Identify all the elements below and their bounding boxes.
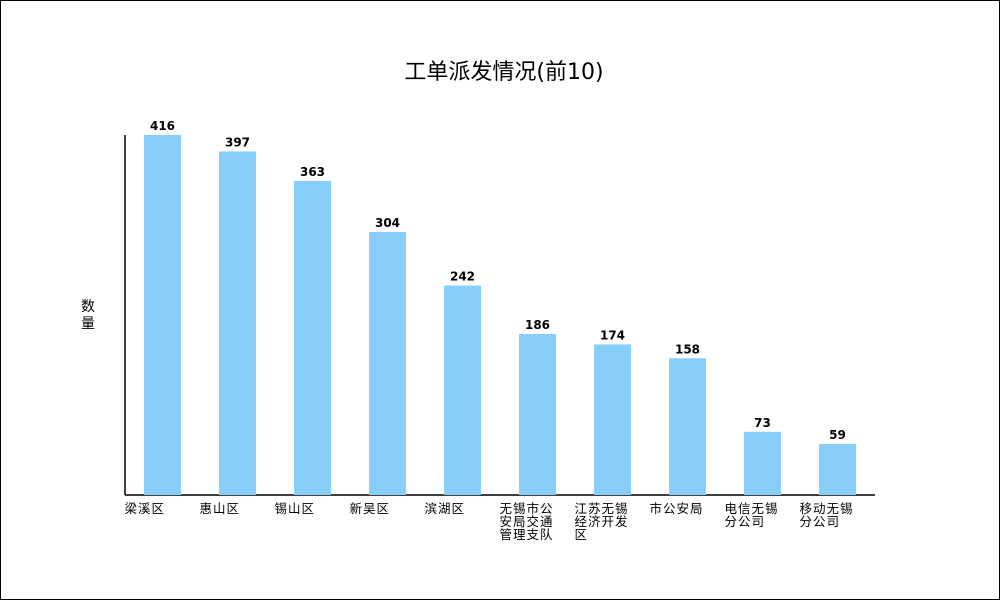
category-label: 滨湖区	[425, 501, 466, 516]
bar	[369, 231, 406, 495]
bars-group	[144, 135, 856, 495]
value-labels-group: 416 397 363 304 242 186 174 158 73 59	[150, 119, 846, 442]
bar	[669, 358, 706, 495]
category-label: 市公安局	[650, 501, 704, 516]
data-label: 416	[150, 119, 175, 133]
bar	[819, 443, 856, 495]
category-label: 梁溪区	[125, 501, 166, 516]
data-label: 174	[600, 328, 625, 342]
bar	[519, 334, 556, 495]
category-label: 新吴区	[350, 501, 391, 516]
bar	[744, 431, 781, 495]
category-label: 无锡市公安局交通管理支队	[500, 501, 554, 542]
category-label: 电信无锡分公司	[725, 501, 779, 529]
category-label: 江苏无锡经济开发区	[575, 501, 629, 542]
data-label: 158	[675, 342, 700, 356]
data-label: 73	[754, 416, 771, 430]
category-label: 惠山区	[200, 501, 241, 516]
category-label: 锡山区	[275, 501, 316, 516]
bar	[294, 180, 331, 495]
data-label: 242	[450, 270, 475, 284]
y-axis-label: 数量	[81, 299, 95, 332]
data-label: 59	[829, 428, 846, 442]
y-axis-label-char: 量	[81, 316, 95, 332]
bar	[444, 285, 481, 495]
bar	[144, 135, 181, 495]
category-label: 移动无锡分公司	[800, 501, 854, 529]
chart-title: 工单派发情况(前10)	[404, 60, 603, 85]
data-label: 186	[525, 318, 550, 332]
bar	[219, 151, 256, 495]
data-label: 397	[225, 135, 250, 149]
y-axis-label-char: 数	[81, 299, 95, 315]
data-label: 363	[300, 165, 325, 179]
data-label: 304	[375, 216, 400, 230]
bar	[594, 344, 631, 495]
